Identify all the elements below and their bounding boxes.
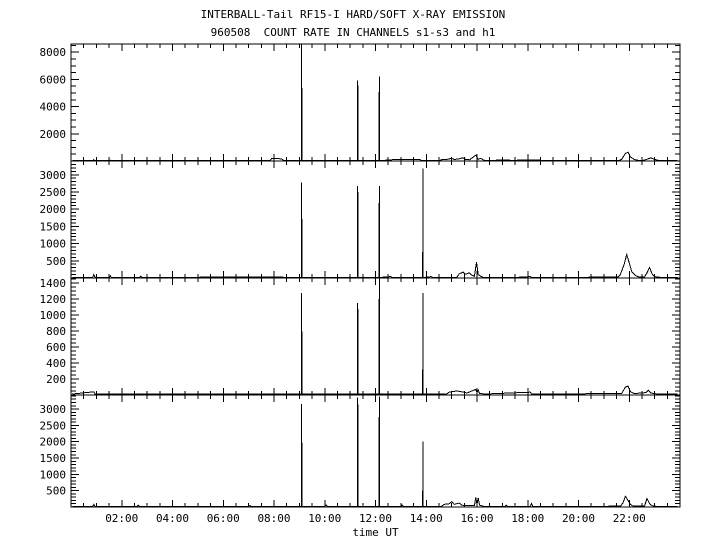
y-tick-label: 600	[46, 341, 66, 354]
x-tick-label: 04:00	[156, 512, 189, 525]
y-tick-label: 1000	[40, 468, 67, 481]
y-tick-label: 400	[46, 357, 66, 370]
y-tick-label: 2000	[40, 203, 67, 216]
chart-subtitle: 960508 COUNT RATE IN CHANNELS s1-s3 and …	[210, 26, 496, 39]
y-tick-label: 2500	[40, 419, 67, 432]
panel-frame-s2	[70, 160, 681, 279]
y-tick-label: 1000	[40, 238, 67, 251]
y-tick-label: 200	[46, 373, 66, 386]
y-tick-label: 2500	[40, 186, 67, 199]
panel-frame-h1	[70, 394, 681, 508]
y-tick-label: 3000	[40, 169, 67, 182]
y-tick-label: 8000	[40, 46, 67, 59]
x-tick-label: 10:00	[308, 512, 341, 525]
x-tick-label: 22:00	[613, 512, 646, 525]
x-axis-title: time UT	[352, 526, 399, 539]
x-axis-labels: 02:00 04:00 06:00 08:00 10:00 12:00 14:00 16:00…	[105, 512, 646, 539]
x-tick-label: 06:00	[207, 512, 240, 525]
panel-s2: 500 1000 1500 2000 2500 3000	[40, 160, 681, 279]
y-tick-label: 500	[46, 485, 66, 498]
panel-s1: 2000 4000 6000 8000	[40, 43, 681, 162]
x-tick-label: 02:00	[105, 512, 138, 525]
chart-title: INTERBALL-Tail RF15-I HARD/SOFT X-RAY EM…	[200, 8, 506, 21]
panel-h1: 500 1000 1500 2000 2500 3000	[40, 394, 681, 508]
y-tick-label: 1400	[40, 277, 67, 290]
y-tick-label: 1500	[40, 220, 67, 233]
series-s2	[72, 168, 678, 279]
y-tick-label: 2000	[40, 436, 67, 449]
y-tick-label: 2000	[40, 128, 67, 141]
y-tick-label: 4000	[40, 101, 67, 114]
x-tick-label: 18:00	[511, 512, 544, 525]
series-s1	[72, 43, 678, 162]
y-tick-label: 1000	[40, 309, 67, 322]
x-tick-label: 08:00	[257, 512, 290, 525]
series-h1	[72, 396, 678, 508]
y-tick-label: 1500	[40, 452, 67, 465]
y-tick-label: 6000	[40, 73, 67, 86]
y-tick-label: 800	[46, 325, 66, 338]
x-tick-label: 16:00	[460, 512, 493, 525]
x-tick-label: 20:00	[562, 512, 595, 525]
x-tick-label: 14:00	[410, 512, 443, 525]
panel-s3: 200 400 600 800 1000 1200 1400	[40, 277, 681, 396]
panel-frame-s1	[70, 43, 681, 162]
x-tick-label: 12:00	[359, 512, 392, 525]
y-tick-label: 500	[46, 255, 66, 268]
panel-frame-s3	[70, 277, 681, 396]
y-tick-label: 1200	[40, 293, 67, 306]
series-s3	[72, 277, 678, 395]
y-tick-label: 3000	[40, 403, 67, 416]
